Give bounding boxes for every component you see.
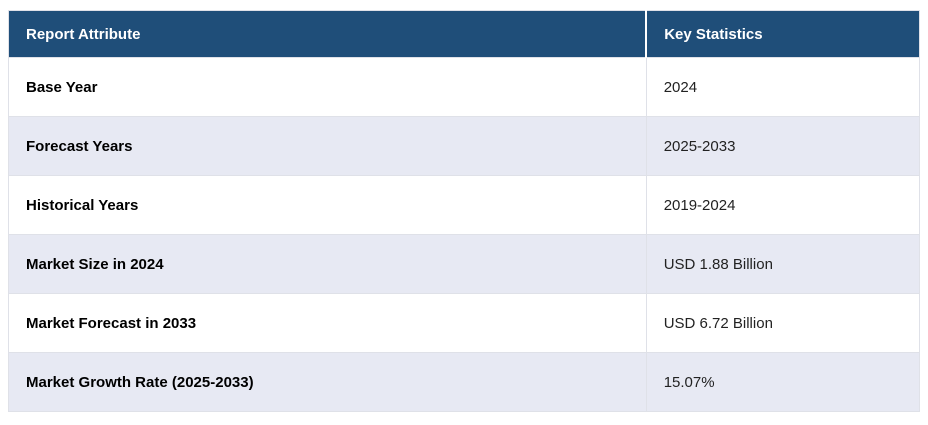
attribute-cell: Market Forecast in 2033 <box>8 293 647 353</box>
attribute-cell: Market Size in 2024 <box>8 234 647 294</box>
value-cell: 2024 <box>645 57 921 117</box>
value-cell: USD 1.88 Billion <box>645 234 921 294</box>
value-cell: 2025-2033 <box>645 116 921 176</box>
value-cell: 2019-2024 <box>645 175 921 235</box>
attribute-cell: Market Growth Rate (2025-2033) <box>8 352 647 412</box>
table-row-historical-years: Historical Years 2019-2024 <box>8 175 921 235</box>
value-cell: 15.07% <box>645 352 921 412</box>
header-cell-key-statistics: Key Statistics <box>645 10 921 58</box>
table-row-forecast-years: Forecast Years 2025-2033 <box>8 116 921 176</box>
table-row-growth-rate: Market Growth Rate (2025-2033) 15.07% <box>8 352 921 412</box>
table-row-base-year: Base Year 2024 <box>8 57 921 117</box>
attribute-cell: Forecast Years <box>8 116 647 176</box>
attribute-cell: Historical Years <box>8 175 647 235</box>
table-header-row: Report Attribute Key Statistics <box>8 10 921 58</box>
report-statistics-table: Report Attribute Key Statistics Base Yea… <box>8 10 921 412</box>
table-row-market-size: Market Size in 2024 USD 1.88 Billion <box>8 234 921 294</box>
table-row-market-forecast: Market Forecast in 2033 USD 6.72 Billion <box>8 293 921 353</box>
attribute-cell: Base Year <box>8 57 647 117</box>
header-cell-report-attribute: Report Attribute <box>8 10 647 58</box>
value-cell: USD 6.72 Billion <box>645 293 921 353</box>
